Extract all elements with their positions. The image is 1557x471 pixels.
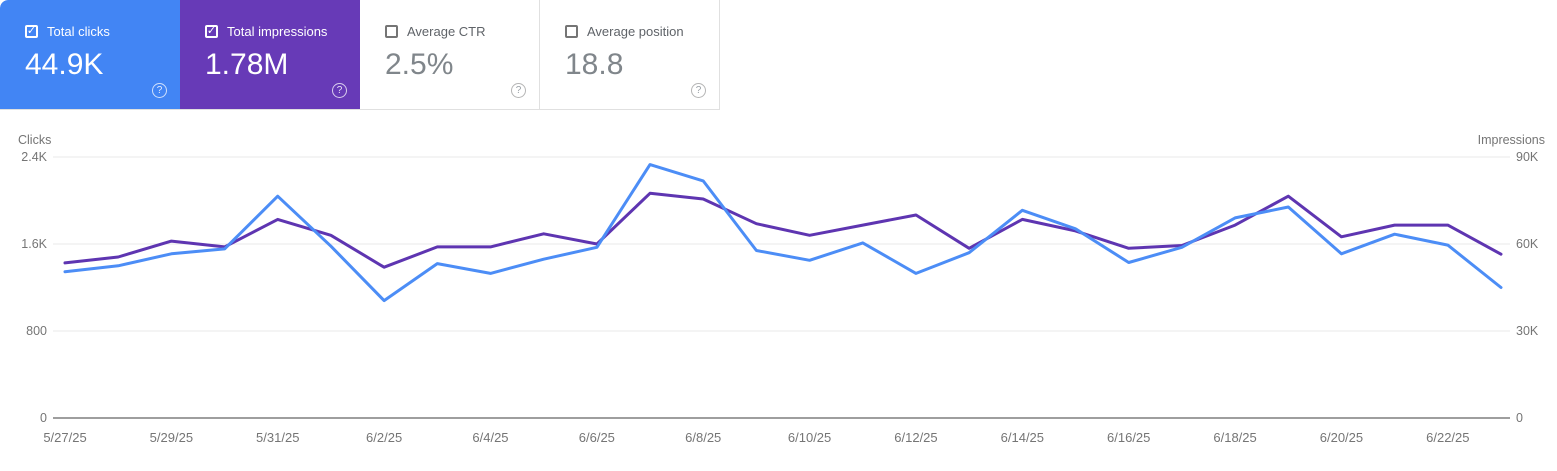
right-axis-tick: 0 — [1516, 411, 1523, 425]
x-axis-tick-label: 6/12/25 — [894, 430, 938, 445]
left-axis-tick: 1.6K — [21, 237, 47, 251]
x-axis-tick-label: 5/27/25 — [43, 430, 87, 445]
help-icon[interactable]: ? — [152, 83, 167, 98]
average-ctr-checkbox[interactable] — [385, 25, 398, 38]
metric-card-header: Average position — [565, 24, 703, 39]
right-axis-title: Impressions — [1477, 133, 1545, 147]
left-axis-tick: 0 — [40, 411, 47, 425]
impressions-line-series — [63, 191, 1503, 269]
x-axis-tick-label: 6/20/25 — [1319, 430, 1364, 445]
metric-cards-row: ✓ Total clicks 44.9K ? ✓ Total impressio… — [0, 0, 720, 110]
x-axis-tick-label: 6/2/25 — [366, 430, 403, 445]
x-axis-tick-label: 6/18/25 — [1213, 430, 1257, 445]
right-axis-tick: 90K — [1516, 150, 1539, 164]
chart-plot-area[interactable] — [53, 155, 1510, 418]
total-impressions-value: 1.78M — [205, 48, 289, 81]
metric-card-header: Average CTR — [385, 24, 523, 39]
x-axis-tick-label: 6/14/25 — [1000, 430, 1045, 445]
average-ctr-value: 2.5% — [385, 48, 454, 81]
help-icon[interactable]: ? — [332, 83, 347, 98]
x-axis-tick-label: 6/16/25 — [1107, 430, 1151, 445]
metric-card-label: Total clicks — [47, 24, 110, 39]
metric-card-header: ✓ Total clicks — [25, 24, 164, 39]
metric-card-total-impressions[interactable]: ✓ Total impressions 1.78M ? — [180, 0, 360, 109]
left-axis-title: Clicks — [18, 133, 52, 147]
metric-card-header: ✓ Total impressions — [205, 24, 344, 39]
clicks-line-series — [63, 163, 1503, 303]
metric-card-label: Total impressions — [227, 24, 328, 39]
metric-card-total-clicks[interactable]: ✓ Total clicks 44.9K ? — [0, 0, 180, 109]
total-impressions-checkbox[interactable]: ✓ — [205, 25, 218, 38]
total-clicks-checkbox[interactable]: ✓ — [25, 25, 38, 38]
metric-card-average-position[interactable]: Average position 18.8 ? — [540, 0, 720, 109]
performance-chart: Clicks Impressions 2.4K 1.6K 800 0 90K 6… — [0, 110, 1557, 471]
x-axis-tick-label: 6/10/25 — [787, 430, 832, 445]
average-position-value: 18.8 — [565, 48, 624, 81]
left-axis-tick: 2.4K — [21, 150, 47, 164]
right-axis-tick: 60K — [1516, 237, 1539, 251]
x-axis-tick-label: 6/6/25 — [578, 430, 615, 445]
help-icon[interactable]: ? — [511, 83, 526, 98]
right-axis-tick: 30K — [1516, 324, 1539, 338]
left-axis-tick: 800 — [26, 324, 47, 338]
metric-card-label: Average position — [587, 24, 684, 39]
x-axis-tick-label: 5/31/25 — [256, 430, 300, 445]
x-axis-tick-label: 6/22/25 — [1426, 430, 1470, 445]
x-axis-tick-label: 5/29/25 — [149, 430, 194, 445]
average-position-checkbox[interactable] — [565, 25, 578, 38]
total-clicks-value: 44.9K — [25, 48, 104, 81]
help-icon[interactable]: ? — [691, 83, 706, 98]
x-axis-tick-label: 6/8/25 — [685, 430, 722, 445]
metric-card-average-ctr[interactable]: Average CTR 2.5% ? — [360, 0, 540, 109]
metric-card-label: Average CTR — [407, 24, 486, 39]
x-axis-tick-label: 6/4/25 — [472, 430, 509, 445]
